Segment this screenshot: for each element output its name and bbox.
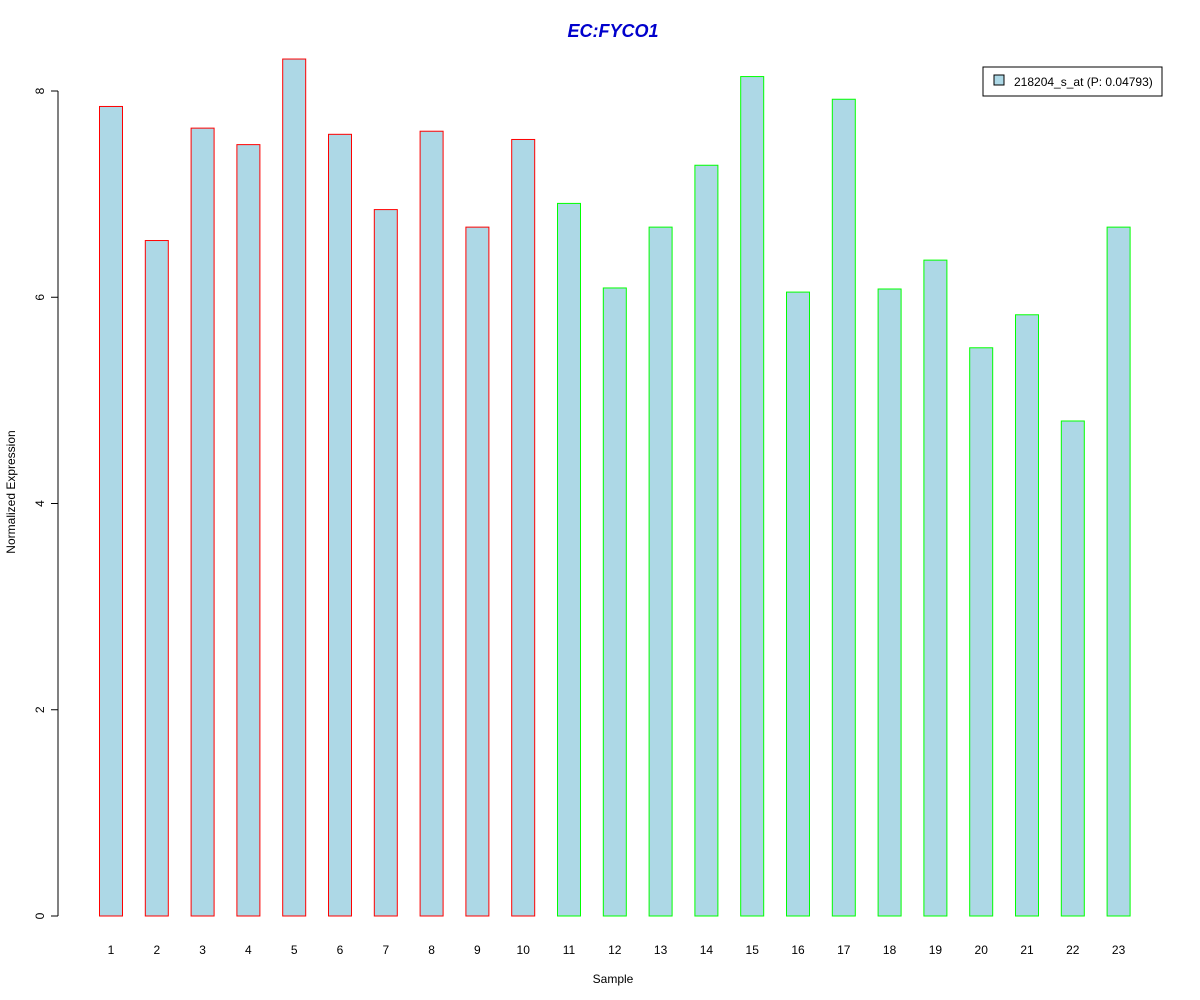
bar-sample-14: [694, 164, 719, 917]
x-tick-label: 14: [700, 943, 714, 957]
x-tick-label: 15: [746, 943, 760, 957]
x-axis-label: Sample: [593, 972, 634, 986]
chart-title: EC:FYCO1: [567, 21, 658, 41]
x-axis-labels: 1 2 3 4 5 6 7 8 9 10 11 12 13 14 15 16 17 18 19 20 21 22 23: [108, 943, 1126, 957]
y-axis-ticks: 0 2 4 6 8: [33, 87, 58, 919]
legend: 218204_s_at (P: 0.04793): [982, 66, 1163, 97]
x-tick-label: 3: [199, 943, 206, 957]
x-tick-label: 4: [245, 943, 252, 957]
x-tick-label: 6: [337, 943, 344, 957]
bar-sample-1: [99, 105, 123, 917]
x-tick-label: 22: [1066, 943, 1080, 957]
x-tick-label: 16: [791, 943, 805, 957]
bar-sample-3: [190, 127, 215, 917]
bar-sample-2: [144, 240, 169, 917]
bar-sample-7: [373, 209, 398, 917]
bar-sample-21: [1015, 314, 1039, 917]
legend-label: 218204_s_at (P: 0.04793): [1014, 75, 1153, 89]
x-tick-label: 9: [474, 943, 481, 957]
bar-sample-18: [877, 288, 902, 917]
x-tick-label: 11: [563, 943, 576, 957]
legend-box: [982, 66, 1163, 97]
x-tick-label: 8: [428, 943, 435, 957]
bar-sample-16: [786, 291, 810, 917]
bar-sample-9: [465, 226, 490, 917]
bar-sample-15: [740, 76, 765, 917]
y-tick-label: 8: [33, 87, 47, 94]
x-tick-label: 17: [837, 943, 851, 957]
y-axis-label: Normalized Expression: [4, 430, 18, 553]
x-tick-label: 1: [108, 943, 115, 957]
y-tick-label: 2: [33, 706, 47, 713]
x-tick-label: 7: [382, 943, 389, 957]
x-tick-label: 19: [929, 943, 943, 957]
bar-sample-10: [511, 138, 536, 917]
x-tick-label: 2: [153, 943, 160, 957]
y-tick-label: 4: [33, 500, 47, 507]
bar-sample-4: [236, 144, 261, 917]
x-tick-label: 18: [883, 943, 897, 957]
bar-sample-11: [557, 202, 581, 917]
legend-swatch: [993, 74, 1005, 86]
bar-sample-8: [419, 130, 444, 917]
bars: [99, 58, 1131, 917]
x-tick-label: 20: [975, 943, 989, 957]
x-tick-label: 21: [1020, 943, 1034, 957]
x-tick-label: 10: [517, 943, 531, 957]
x-tick-label: 13: [654, 943, 668, 957]
bar-sample-19: [923, 259, 948, 917]
x-tick-label: 5: [291, 943, 298, 957]
bar-sample-6: [328, 133, 352, 917]
bar-sample-20: [969, 347, 994, 917]
x-tick-label: 12: [608, 943, 622, 957]
bar-sample-23: [1106, 226, 1131, 917]
bar-sample-13: [648, 226, 673, 917]
y-tick-label: 6: [33, 294, 47, 301]
bar-sample-12: [602, 287, 627, 917]
bar-sample-22: [1060, 420, 1085, 917]
bar-sample-5: [282, 58, 307, 917]
x-tick-label: 23: [1112, 943, 1126, 957]
y-tick-label: 0: [33, 912, 47, 919]
bar-sample-17: [831, 98, 856, 917]
